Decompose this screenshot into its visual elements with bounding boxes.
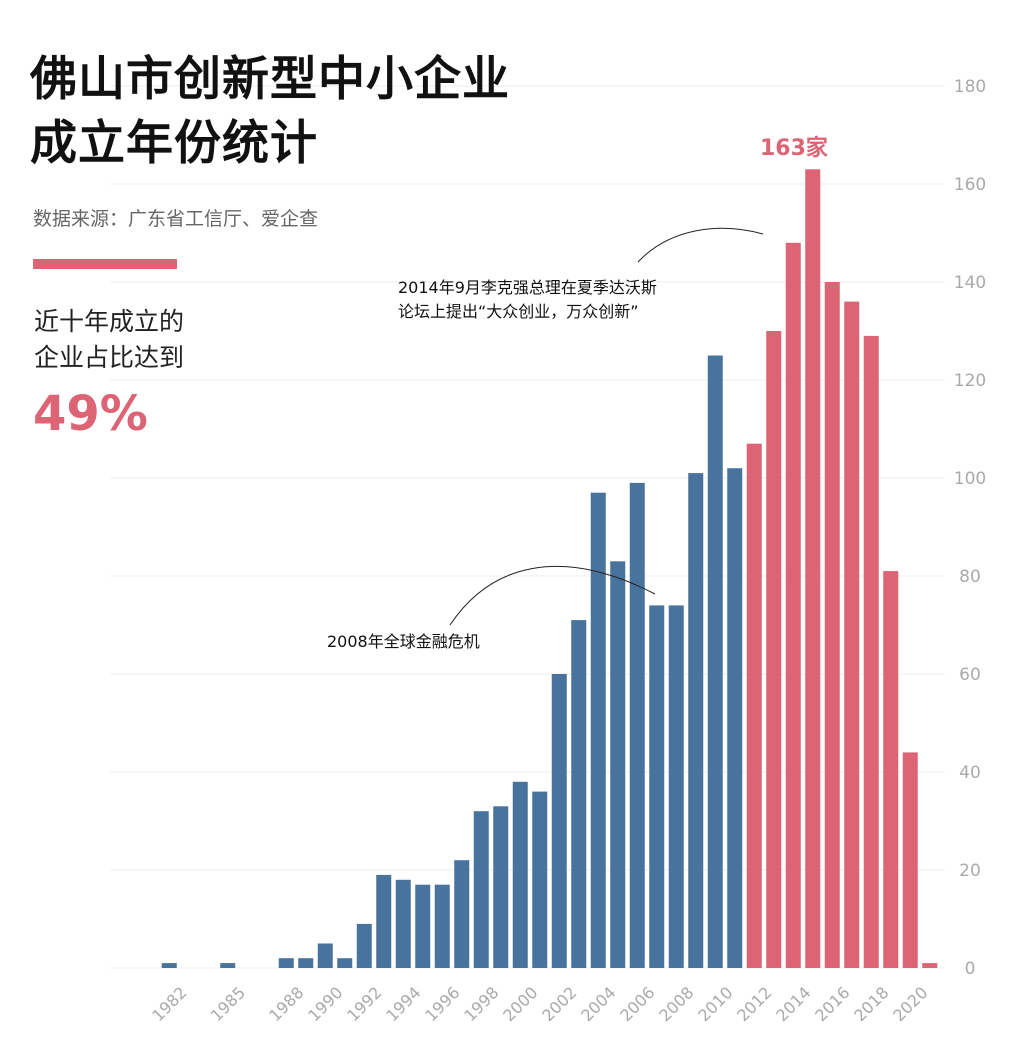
y-tick-label: 60 xyxy=(959,665,981,685)
y-tick-label: 20 xyxy=(959,861,981,881)
y-axis: 0 20 40 60 80 100 120 140 160 180 xyxy=(954,77,986,979)
highlight-caption: 近十年成立的 企业占比达到 xyxy=(34,304,184,376)
bar-2014 xyxy=(785,242,801,969)
bar-1982 xyxy=(161,963,177,968)
y-tick-label: 100 xyxy=(954,469,986,489)
title-line-1: 佛山市创新型中小企业 xyxy=(30,52,510,107)
highlight-line-2: 企业占比达到 xyxy=(34,343,185,372)
annotation-curves xyxy=(449,227,764,626)
bar-1997 xyxy=(454,860,470,968)
x-tick-label: 2018 xyxy=(850,983,892,1025)
bar-2017 xyxy=(844,301,860,969)
bar-2020 xyxy=(902,752,918,968)
bar-2013 xyxy=(766,331,782,968)
bar-2001 xyxy=(532,791,548,968)
y-tick-label: 120 xyxy=(954,371,986,391)
y-tick-label: 140 xyxy=(954,273,986,293)
bar-1989 xyxy=(298,958,314,968)
bar-1999 xyxy=(493,806,509,968)
bar-1993 xyxy=(376,874,392,968)
bar-2015 xyxy=(805,169,821,969)
x-tick-label: 2020 xyxy=(889,983,931,1025)
x-tick-label: 2014 xyxy=(772,983,814,1025)
bar-2005 xyxy=(610,561,626,968)
bar-2000 xyxy=(512,781,528,968)
y-tick-label: 80 xyxy=(959,567,981,587)
bar-2010 xyxy=(707,355,723,968)
annotation-curve-2014 xyxy=(637,227,764,263)
bar-2012 xyxy=(746,443,762,968)
bar-1990 xyxy=(317,943,333,968)
annotation-2014-line-2: 论坛上提出“大众创业，万众创新” xyxy=(398,302,639,321)
x-tick-label: 1990 xyxy=(304,983,346,1025)
title-line-2: 成立年份统计 xyxy=(30,116,318,171)
x-tick-label: 2002 xyxy=(538,983,580,1025)
bars xyxy=(161,169,938,969)
annotation-2014-speech: 2014年9月李克强总理在夏季达沃斯 论坛上提出“大众创业，万众创新” xyxy=(398,276,657,324)
highlight-value: 49% xyxy=(33,386,148,442)
bar-2009 xyxy=(688,473,704,968)
bar-2011 xyxy=(727,468,743,968)
y-tick-label: 180 xyxy=(954,77,986,97)
bar-1998 xyxy=(473,811,489,968)
x-tick-label: 2008 xyxy=(655,983,697,1025)
annotation-2014-line-1: 2014年9月李克强总理在夏季达沃斯 xyxy=(398,278,657,297)
x-tick-label: 1985 xyxy=(207,983,249,1025)
y-tick-label: 40 xyxy=(959,763,981,783)
bar-2016 xyxy=(824,282,840,968)
x-tick-label: 1994 xyxy=(382,983,424,1025)
bar-2003 xyxy=(571,620,587,968)
bar-2008 xyxy=(668,605,684,968)
x-tick-label: 1982 xyxy=(148,983,190,1025)
bar-1994 xyxy=(395,879,411,968)
bar-2002 xyxy=(551,674,567,968)
bar-2019 xyxy=(883,571,899,968)
x-tick-label: 2006 xyxy=(616,983,658,1025)
x-tick-label: 1998 xyxy=(460,983,502,1025)
page-title: 佛山市创新型中小企业 成立年份统计 xyxy=(30,48,510,176)
y-tick-label: 160 xyxy=(954,175,986,195)
highlight-line-1: 近十年成立的 xyxy=(34,307,185,336)
data-source: 数据来源：广东省工信厅、爱企查 xyxy=(33,208,319,230)
bar-1985 xyxy=(220,963,236,968)
x-tick-label: 2004 xyxy=(577,983,619,1025)
bar-2004 xyxy=(590,492,606,968)
bar-1996 xyxy=(434,884,450,968)
y-tick-label: 0 xyxy=(965,959,976,979)
bar-2018 xyxy=(863,335,879,968)
x-tick-label: 2000 xyxy=(499,983,541,1025)
annotation-2008-crisis: 2008年全球金融危机 xyxy=(327,632,480,651)
annotation-curve-2008 xyxy=(449,565,656,626)
x-tick-label: 1988 xyxy=(265,983,307,1025)
bar-2006 xyxy=(629,482,645,968)
bar-2021 xyxy=(922,963,938,968)
x-tick-label: 2010 xyxy=(694,983,736,1025)
x-tick-label: 1996 xyxy=(421,983,463,1025)
peak-value-label: 163家 xyxy=(760,136,828,161)
bar-1988 xyxy=(278,958,294,968)
grid-lines xyxy=(110,85,945,969)
bar-2007 xyxy=(649,605,665,968)
x-tick-label: 1992 xyxy=(343,983,385,1025)
bar-1992 xyxy=(356,923,372,968)
x-axis: 1982 1985 19881990199219941996199820002002… xyxy=(148,983,931,1025)
bar-1991 xyxy=(337,958,353,968)
accent-divider xyxy=(33,259,177,269)
x-tick-label: 2016 xyxy=(811,983,853,1025)
x-tick-label: 2012 xyxy=(733,983,775,1025)
bar-1995 xyxy=(415,884,431,968)
